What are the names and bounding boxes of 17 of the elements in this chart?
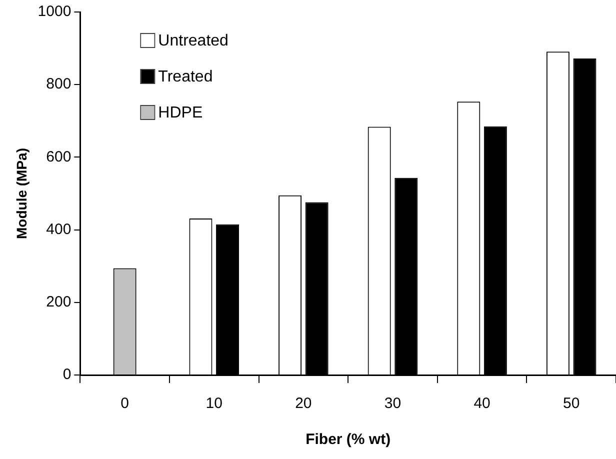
x-tick-label: 40	[474, 395, 490, 412]
y-tick-label: 800	[46, 76, 72, 93]
x-axis-title: Fiber (% wt)	[306, 431, 391, 448]
y-axis-title: Module (MPa)	[13, 148, 30, 239]
x-tick-label: 0	[120, 395, 129, 412]
y-tick-label: 0	[62, 366, 72, 384]
x-tick-label: 50	[563, 395, 580, 412]
y-tick-label: 600	[46, 148, 72, 166]
x-tick-label: 10	[206, 395, 222, 412]
y-tick-label: 1000	[38, 3, 72, 20]
y-tick-label: 400	[46, 220, 72, 238]
x-tick-label: 20	[295, 395, 312, 412]
y-tick-label: 200	[46, 294, 72, 311]
legend-label: Untreated	[158, 32, 228, 50]
legend-label: HDPE	[158, 104, 203, 122]
legend-label: Treated	[158, 68, 213, 86]
x-tick-label: 30	[384, 395, 402, 412]
